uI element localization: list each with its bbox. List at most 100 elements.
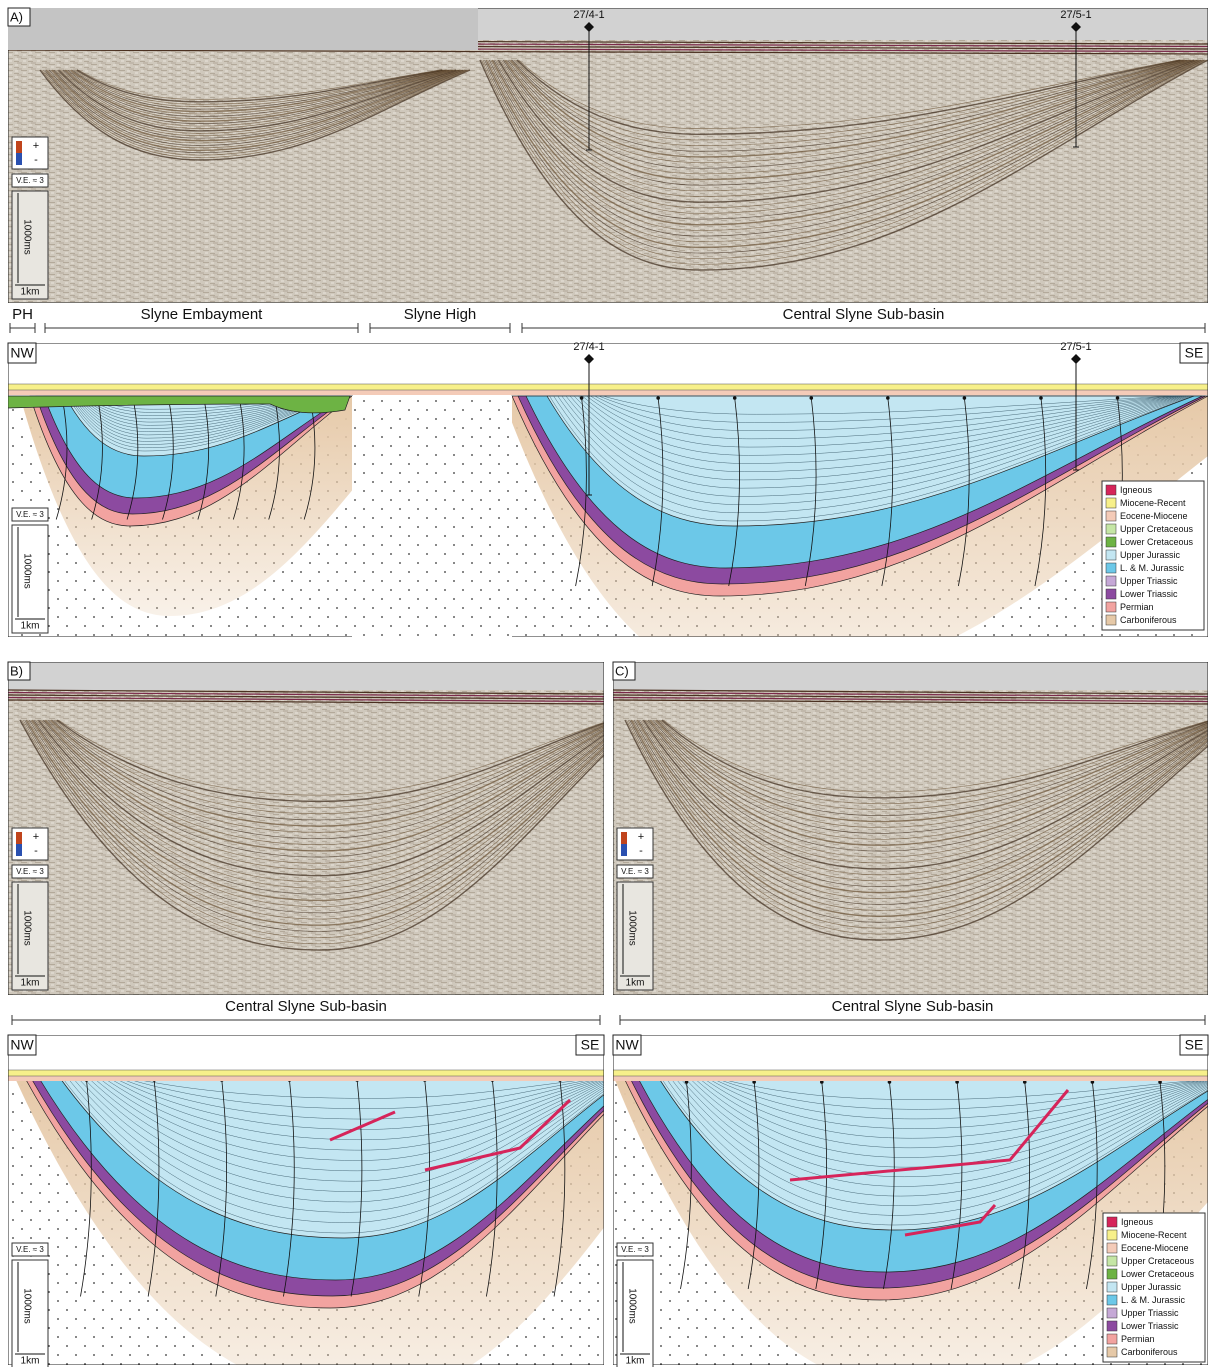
legend-swatch: [1107, 1334, 1117, 1344]
seismic-section: [613, 662, 1210, 995]
distance-scale-label: 1km: [626, 1356, 645, 1367]
legend-label: Upper Cretaceous: [1121, 1256, 1195, 1266]
region-bracket: [10, 323, 35, 333]
orientation-label: SE: [1185, 345, 1204, 361]
region-bracket: [45, 323, 358, 333]
vertical-exaggeration: V.E. ≈ 3: [16, 1245, 44, 1254]
polarity-plus: +: [33, 831, 39, 843]
time-scale-label: 1000ms: [21, 553, 32, 589]
legend-swatch: [1106, 485, 1116, 495]
legend-swatch: [1106, 511, 1116, 521]
region-bracket: [370, 323, 510, 333]
figure: A)B)C)+-V.E. ≈ 31000ms1km+-V.E. ≈ 31000m…: [0, 0, 1210, 1367]
time-scale-label: 1000ms: [21, 1288, 32, 1324]
legend-swatch: [1107, 1230, 1117, 1240]
miocene-recent: [8, 1070, 604, 1076]
region-bracket: [12, 1015, 600, 1025]
water-column: [8, 8, 478, 50]
panel-label: B): [10, 663, 23, 678]
time-scale-label: 1000ms: [21, 910, 32, 946]
page-body: A)B)C)+-V.E. ≈ 31000ms1km+-V.E. ≈ 31000m…: [0, 0, 1210, 1367]
orientation-label: SE: [581, 1037, 600, 1053]
legend-label: Permian: [1120, 602, 1154, 612]
region-bracket: [522, 323, 1205, 333]
legend-label: Permian: [1121, 1334, 1155, 1344]
fault-tip: [733, 396, 737, 400]
legend-label: Upper Triassic: [1121, 1308, 1179, 1318]
polarity-bar-bottom: [16, 844, 22, 856]
region-bracket: [620, 1015, 1205, 1025]
legend-label: Igneous: [1120, 485, 1153, 495]
legend-label: Miocene-Recent: [1120, 498, 1186, 508]
legend-swatch: [1106, 498, 1116, 508]
legend-swatch: [1106, 576, 1116, 586]
polarity-bar-top: [16, 832, 22, 844]
fault-tip: [1039, 396, 1043, 400]
vertical-exaggeration: V.E. ≈ 3: [621, 867, 649, 876]
legend-swatch: [1107, 1282, 1117, 1292]
polarity-bar-bottom: [621, 844, 627, 856]
polarity-bar-bottom: [16, 153, 22, 165]
miocene-recent: [613, 1070, 1208, 1076]
fault-tip: [886, 396, 890, 400]
distance-scale-label: 1km: [21, 287, 40, 298]
panel-label: C): [615, 663, 629, 678]
distance-scale-label: 1km: [21, 621, 40, 632]
fault-tip: [809, 396, 813, 400]
legend-label: Lower Cretaceous: [1120, 537, 1194, 547]
well-name: 27/5-1: [1060, 9, 1091, 21]
legend-label: Carboniferous: [1120, 615, 1177, 625]
vertical-exaggeration: V.E. ≈ 3: [16, 176, 44, 185]
legend-label: Lower Triassic: [1120, 589, 1178, 599]
legend-label: Lower Cretaceous: [1121, 1269, 1195, 1279]
slyne-high: [352, 396, 512, 637]
distance-scale-label: 1km: [626, 978, 645, 989]
time-scale-label: 1000ms: [626, 1288, 637, 1324]
legend-label: Miocene-Recent: [1121, 1230, 1187, 1240]
polarity-plus: +: [638, 831, 644, 843]
vertical-exaggeration: V.E. ≈ 3: [16, 867, 44, 876]
water-column: [613, 662, 1208, 690]
legend-swatch: [1107, 1256, 1117, 1266]
region-label: Central Slyne Sub-basin: [225, 998, 387, 1015]
legend-label: Eocene-Miocene: [1120, 511, 1188, 521]
legend-swatch: [1107, 1321, 1117, 1331]
fault-tip: [656, 396, 660, 400]
sky: [613, 1035, 1208, 1070]
legend-swatch: [1106, 589, 1116, 599]
polarity-bar-top: [16, 141, 22, 153]
polarity-minus: -: [639, 845, 643, 857]
polarity-plus: +: [33, 140, 39, 152]
miocene-recent: [8, 384, 1208, 390]
region-label: Slyne High: [404, 306, 477, 323]
water-column: [8, 662, 604, 690]
distance-scale-label: 1km: [21, 978, 40, 989]
legend-swatch: [1107, 1308, 1117, 1318]
legend-swatch: [1106, 615, 1116, 625]
orientation-label: NW: [615, 1037, 639, 1053]
legend-swatch: [1107, 1217, 1117, 1227]
time-scale-label: 1000ms: [21, 219, 32, 255]
legend-label: L. & M. Jurassic: [1120, 563, 1185, 573]
seismic-section: [8, 662, 640, 995]
distance-scale-label: 1km: [21, 1356, 40, 1367]
legend-label: Upper Jurassic: [1120, 550, 1181, 560]
well-name: 27/4-1: [573, 9, 604, 21]
sky: [8, 343, 1208, 384]
well-name: 27/5-1: [1060, 341, 1091, 353]
legend-swatch: [1106, 537, 1116, 547]
legend-swatch: [1107, 1295, 1117, 1305]
legend-swatch: [1107, 1243, 1117, 1253]
legend-label: Upper Cretaceous: [1120, 524, 1194, 534]
page: Seismic sections and interpretations { "…: [0, 0, 1210, 1367]
well-name: 27/4-1: [573, 341, 604, 353]
legend-swatch: [1107, 1347, 1117, 1357]
polarity-bar-top: [621, 832, 627, 844]
region-label: Central Slyne Sub-basin: [783, 306, 945, 323]
legend-label: L. & M. Jurassic: [1121, 1295, 1186, 1305]
legend-swatch: [1106, 550, 1116, 560]
fault-tip: [580, 396, 584, 400]
legend-label: Upper Jurassic: [1121, 1282, 1182, 1292]
sky: [8, 1035, 604, 1070]
